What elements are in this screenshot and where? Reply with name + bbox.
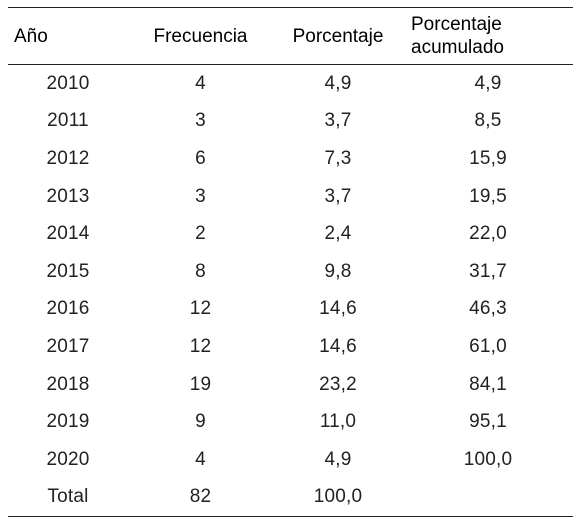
table-row: 2014 2 2,4 22,0 [8,215,573,253]
cell-cumulative: 4,9 [474,72,502,94]
header-cumulative-percentage: Porcentaje acumulado [403,8,573,65]
cell-percentage: 7,3 [324,147,352,169]
cell-percentage: 14,6 [319,335,357,357]
table-body: 2010 4 4,9 4,9 2011 3 3,7 8,5 2012 6 7,3… [8,65,573,517]
table-row: 2015 8 9,8 31,7 [8,253,573,291]
cell-year: 2015 [46,260,90,282]
cell-frequency: 6 [195,147,206,169]
cell-percentage: 3,7 [324,110,352,132]
cell-percentage: 11,0 [319,411,357,433]
table-row: 2016 12 14,6 46,3 [8,291,573,329]
cell-percentage: 2,4 [324,223,352,245]
cell-year: 2012 [46,147,90,169]
cell-year: 2014 [46,223,90,245]
table-row: 2020 4 4,9 100,0 [8,441,573,479]
cell-total-label: Total [47,486,89,508]
cell-percentage: 4,9 [324,448,352,470]
cell-cumulative: 84,1 [469,373,507,395]
cell-frequency: 4 [195,448,206,470]
cell-frequency: 3 [195,110,206,132]
table-header: Año Frecuencia Porcentaje Porcentaje acum… [8,7,573,65]
header-year: Año [14,25,48,47]
cell-cumulative: 22,0 [469,223,507,245]
table-row: 2013 3 3,7 19,5 [8,178,573,216]
cell-frequency: 8 [195,260,206,282]
cell-cumulative: 100,0 [463,448,513,470]
header-row: Año Frecuencia Porcentaje Porcentaje acum… [8,7,573,65]
cell-frequency: 19 [189,373,212,395]
cell-frequency: 12 [189,335,212,357]
cell-frequency: 3 [195,185,206,207]
header-cumulative-line1: Porcentaje [411,14,502,35]
cell-cumulative: 61,0 [469,335,507,357]
cell-cumulative: 31,7 [469,260,507,282]
cell-frequency: 4 [195,72,206,94]
table-row: 2011 3 3,7 8,5 [8,103,573,141]
cell-cumulative: 8,5 [474,110,502,132]
cell-year: 2017 [46,335,90,357]
cell-year: 2016 [46,298,90,320]
cell-total-frequency: 82 [189,486,212,508]
table-row: 2018 19 23,2 84,1 [8,366,573,404]
header-cumulative-line2: acumulado [411,37,504,58]
header-frequency: Frecuencia [153,25,248,47]
cell-frequency: 12 [189,298,212,320]
cell-percentage: 9,8 [324,260,352,282]
table-row: 2012 6 7,3 15,9 [8,140,573,178]
cell-cumulative: 19,5 [469,185,507,207]
cell-frequency: 2 [195,223,206,245]
cell-cumulative: 95,1 [469,411,507,433]
table-row: 2017 12 14,6 61,0 [8,328,573,366]
table-row: 2019 9 11,0 95,1 [8,403,573,441]
cell-year: 2013 [46,185,90,207]
cell-frequency: 9 [195,411,206,433]
table-row: 2010 4 4,9 4,9 [8,65,573,103]
cell-percentage: 14,6 [319,298,357,320]
cell-percentage: 3,7 [324,185,352,207]
cell-year: 2010 [46,72,90,94]
cell-percentage: 23,2 [319,373,357,395]
cell-cumulative: 15,9 [469,147,507,169]
cell-year: 2011 [47,110,89,132]
table-row-total: Total 82 100,0 [8,479,573,517]
cell-year: 2019 [46,411,90,433]
cell-cumulative: 46,3 [469,298,507,320]
cell-year: 2018 [46,373,90,395]
cell-year: 2020 [46,448,90,470]
cell-total-percentage: 100,0 [313,486,363,508]
frequency-table: Año Frecuencia Porcentaje Porcentaje acum… [8,7,573,517]
header-percentage: Porcentaje [292,25,384,47]
cell-percentage: 4,9 [324,72,352,94]
cell-total-cumulative [403,479,573,517]
